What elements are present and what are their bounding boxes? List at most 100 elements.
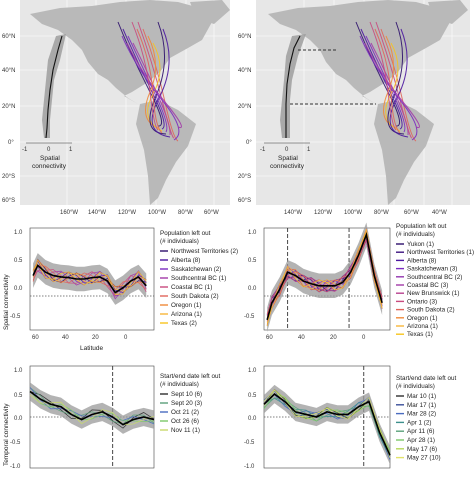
panel-c-ytick-05: 0.5 — [14, 258, 23, 264]
leave-one-out-line — [29, 387, 155, 425]
legend-label: Texas (1) — [407, 331, 433, 338]
panel-d-xtick-60: 60 — [266, 335, 273, 341]
leave-one-out-line — [32, 263, 147, 295]
inset-b-label-1: Spatial — [278, 155, 298, 162]
legend-label: Oregon (1) — [407, 315, 437, 322]
panel-f-legend-title-1: Start/end date left out — [396, 375, 456, 382]
legend-label: New Brunswick (1) — [407, 290, 459, 297]
legend-label: Mar 28 (2) — [407, 411, 436, 418]
leave-one-out-line — [29, 387, 155, 425]
legend-label: South Dakota (2) — [407, 307, 455, 314]
panel-d-plot — [264, 222, 390, 333]
panel-c: 1.0 0.5 0.0 -0.5 60 40 20 0 Latitude Spa… — [3, 227, 238, 352]
panel-f-ytick-1: 1.0 — [248, 368, 257, 374]
inset-b-tick-2: 0 — [285, 147, 289, 153]
panel-f-ytick-m05: -0.5 — [244, 440, 255, 446]
panel-c-xtick-20: 20 — [92, 335, 99, 341]
legend-label: Apr 11 (6) — [407, 428, 435, 435]
leave-one-out-line — [29, 394, 155, 426]
map-b-lon-140: 140°W — [284, 210, 302, 216]
panel-c-ylabel: Spatial connectivity — [3, 274, 10, 330]
panel-d: 1.0 0.5 0.0 -0.5 60 40 20 0 Population l… — [244, 222, 474, 341]
migration-track — [374, 28, 401, 134]
mean-connectivity-line — [32, 264, 147, 294]
legend-label: Alberta (8) — [407, 257, 436, 264]
panel-e-ytick-05: 0.5 — [14, 393, 23, 399]
map-a-lat-0: 0° — [8, 140, 14, 146]
legend-label: Sept 10 (6) — [171, 391, 202, 398]
map-a-lon-160: 160°W — [60, 210, 78, 216]
map-b-lon-60: 60°W — [404, 210, 419, 216]
panel-d-ytick-m05: -0.5 — [244, 314, 255, 320]
mean-connectivity-line — [29, 390, 155, 426]
inset-a-label-2: connectivity — [32, 163, 67, 170]
panel-d-xtick-40: 40 — [298, 335, 305, 341]
panel-c-ytick-1: 1.0 — [14, 230, 23, 236]
migration-track — [149, 21, 167, 135]
panel-e-legend-title-2: (# individuals) — [160, 381, 199, 388]
panel-c-legend: Northwest Territories (2) Alberta (8) Sask… — [160, 248, 238, 327]
confidence-band — [264, 384, 390, 465]
inset-b-tick-1: -1 — [260, 147, 266, 153]
panel-e-ytick-m05: -0.5 — [10, 440, 21, 446]
inset-b-tick-3: 1 — [307, 147, 311, 153]
leave-one-out-line — [266, 231, 383, 327]
migration-track — [387, 21, 405, 135]
panel-f-ytick-05: 0.5 — [248, 393, 257, 399]
legend-label: Mar 10 (1) — [407, 393, 436, 400]
legend-label: Sept 20 (3) — [171, 400, 202, 407]
panel-f-ytick-0: 0.0 — [248, 416, 257, 422]
map-b-lon-100: 100°W — [344, 210, 362, 216]
leave-one-out-line — [29, 390, 155, 422]
migration-track — [151, 28, 171, 138]
panel-f-legend-title-2: (# individuals) — [396, 383, 435, 390]
mean-connectivity-line — [266, 231, 383, 321]
map-a-lon-100: 100°W — [148, 210, 166, 216]
map-a-tracks — [117, 21, 182, 142]
map-b-lat-0: 0° — [246, 140, 252, 146]
migration-track — [126, 42, 182, 129]
panel-e-legend-title-1: Start/end date left out — [160, 373, 220, 380]
panel-f-legend: Mar 10 (1) Mar 17 (1) Mar 28 (2)Apr 1 (2) A… — [396, 393, 441, 462]
legend-label: Yukon (1) — [407, 241, 434, 248]
map-b-lat-40: 40°N — [238, 68, 251, 74]
inset-a-label-1: Spatial — [40, 155, 60, 162]
map-a-inset: -1 0 1 Spatial connectivity — [22, 34, 73, 170]
legend-label: Saskatchewan (2) — [171, 266, 221, 273]
leave-one-out-line — [32, 264, 147, 291]
legend-label: Oregon (1) — [171, 302, 201, 309]
inset-a-tick-3: 1 — [69, 147, 73, 153]
panel-f: 1.0 0.5 0.0 -0.5 -1.0 Start/end date lef… — [244, 365, 456, 470]
panel-e-ytick-0: 0.0 — [14, 416, 23, 422]
panel-d-ytick-1: 1.0 — [248, 230, 257, 236]
map-a-lat-60: 60°N — [2, 34, 15, 40]
map-b-lon-40: 40°W — [432, 210, 447, 216]
legend-label: Arizona (1) — [407, 323, 438, 330]
leave-one-out-line — [266, 234, 383, 314]
leave-one-out-line — [263, 393, 391, 451]
legend-label: Northwest Territories (2) — [171, 248, 238, 255]
legend-label: Nov 11 (1) — [171, 427, 200, 434]
legend-label: Northwest Territories (1) — [407, 249, 474, 256]
inset-b-line — [285, 35, 301, 138]
panel-d-legend-title-2: (# individuals) — [396, 231, 435, 238]
inset-a-tick-2: 0 — [47, 147, 51, 153]
legend-label: Oct 21 (2) — [171, 409, 199, 416]
migration-track — [389, 28, 409, 138]
legend-label: May 17 (6) — [407, 446, 437, 453]
legend-label: Oct 26 (6) — [171, 418, 199, 425]
legend-label: Saskatchewan (3) — [407, 266, 457, 273]
map-b-lat-20s: 20°S — [238, 174, 251, 180]
map-a-lat-20s: 20°S — [2, 174, 15, 180]
map-a-lon-60: 60°W — [204, 210, 219, 216]
panel-c-legend-title-1: Population left out — [160, 230, 211, 237]
map-b-lat-20n: 20°N — [238, 104, 251, 110]
legend-label: South Dakota (2) — [171, 293, 219, 300]
leave-one-out-line — [32, 265, 147, 297]
migration-track — [369, 21, 397, 131]
panel-e-legend: Sept 10 (6) Sept 20 (3) Oct 21 (2) Oct 26 (… — [160, 391, 202, 434]
panel-c-ytick-m05: -0.5 — [10, 314, 21, 320]
legend-label: Ontario (3) — [407, 298, 437, 305]
panel-e-ytick-1: 1.0 — [14, 368, 23, 374]
